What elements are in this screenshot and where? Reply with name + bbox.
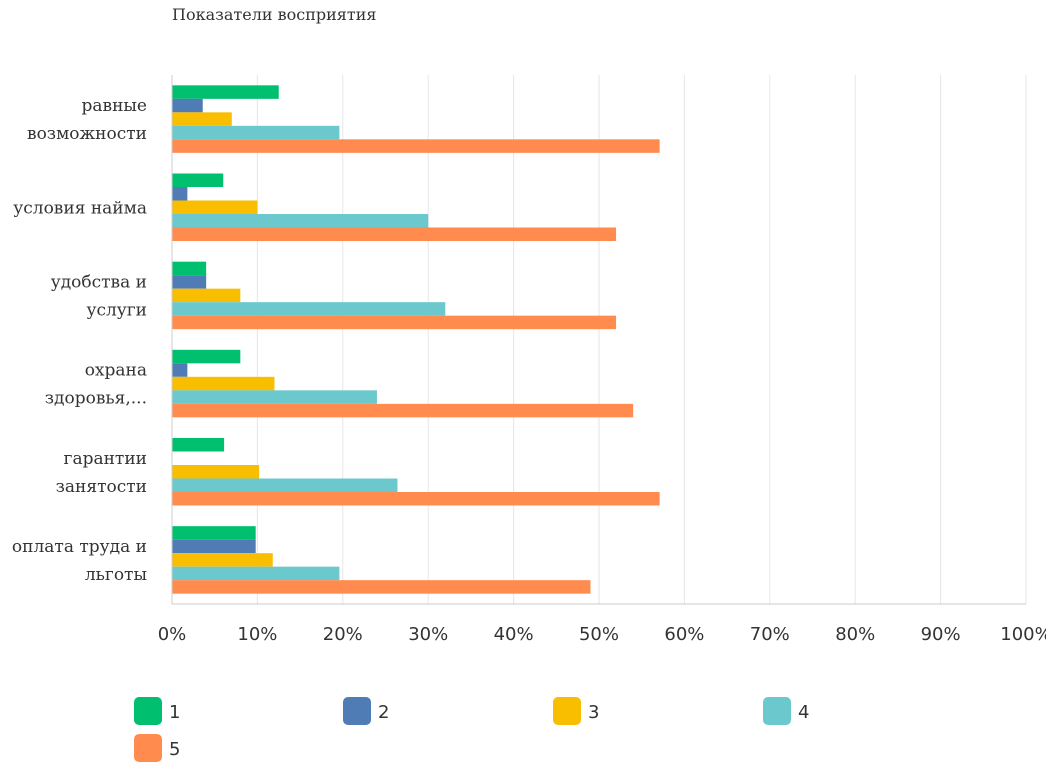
legend-swatch bbox=[343, 697, 371, 725]
legend: 1 2 3 4 5 bbox=[134, 697, 809, 762]
chart-title: Показатели восприятия bbox=[172, 5, 377, 24]
x-tick-label: 60% bbox=[664, 624, 704, 645]
category-label: занятости bbox=[56, 477, 147, 497]
bar-series-1 bbox=[172, 438, 225, 452]
x-tick-label: 20% bbox=[323, 624, 363, 645]
bar-series-3 bbox=[172, 200, 258, 214]
bar-series-3 bbox=[172, 112, 232, 126]
bar-series-2 bbox=[172, 187, 188, 201]
x-tick-labels: 0% 10% 20% 30% 40% 50% 60% 70% 80% 90% 100% bbox=[158, 624, 1046, 645]
legend-swatch bbox=[134, 734, 162, 762]
bar-series-1 bbox=[172, 349, 241, 364]
bar-series-1 bbox=[172, 173, 224, 187]
bar-series-5 bbox=[172, 580, 591, 594]
legend-swatch bbox=[763, 697, 791, 725]
gridlines bbox=[256, 75, 1027, 604]
legend-label: 3 bbox=[588, 702, 599, 723]
bar-series-3 bbox=[172, 465, 260, 479]
bar-series-3 bbox=[172, 553, 273, 567]
category-label: оплата труда и bbox=[12, 537, 147, 557]
x-tick-label: 70% bbox=[750, 624, 790, 645]
category-label: удобства и bbox=[51, 272, 147, 292]
bar-series-5 bbox=[172, 139, 660, 153]
bars bbox=[172, 85, 660, 594]
legend-label: 5 bbox=[169, 739, 180, 760]
legend-label: 1 bbox=[169, 702, 180, 723]
bar-series-5 bbox=[172, 315, 617, 330]
bar-series-4 bbox=[172, 390, 377, 404]
category-labels: равные возможности условия найма удобства и… bbox=[12, 96, 147, 585]
category-label: охрана bbox=[85, 361, 147, 381]
category-label: возможности bbox=[27, 124, 147, 144]
bar-series-2 bbox=[172, 539, 256, 554]
x-tick-label: 0% bbox=[158, 624, 187, 645]
legend-swatch bbox=[553, 697, 581, 725]
bar-series-3 bbox=[172, 288, 241, 303]
category-label: гарантии bbox=[64, 449, 147, 469]
bar-series-4 bbox=[172, 566, 340, 581]
category-label: равные bbox=[81, 96, 147, 116]
x-tick-label: 80% bbox=[835, 624, 875, 645]
bar-series-1 bbox=[172, 526, 256, 540]
category-label: условия найма bbox=[13, 198, 147, 218]
bar-series-5 bbox=[172, 403, 634, 418]
bar-series-2 bbox=[172, 363, 188, 377]
bar-series-3 bbox=[172, 376, 275, 391]
x-tick-label: 100% bbox=[1000, 624, 1046, 645]
x-tick-label: 30% bbox=[408, 624, 448, 645]
bar-series-5 bbox=[172, 227, 617, 241]
bar-series-2 bbox=[172, 275, 207, 289]
category-label: льготы bbox=[85, 565, 147, 585]
category-label: услуги bbox=[86, 300, 147, 320]
bar-series-1 bbox=[172, 85, 279, 99]
bar-series-5 bbox=[172, 492, 660, 506]
bar-series-4 bbox=[172, 125, 340, 140]
bar-series-4 bbox=[172, 302, 446, 316]
bar-series-1 bbox=[172, 261, 207, 276]
x-tick-label: 10% bbox=[237, 624, 277, 645]
x-tick-label: 50% bbox=[579, 624, 619, 645]
category-label: здоровья,... bbox=[45, 389, 147, 409]
bar-series-2 bbox=[172, 98, 203, 113]
bar-series-4 bbox=[172, 214, 429, 228]
legend-label: 4 bbox=[798, 702, 809, 723]
legend-swatch bbox=[134, 697, 162, 725]
x-tick-label: 40% bbox=[494, 624, 534, 645]
axes bbox=[171, 75, 1026, 605]
bar-series-4 bbox=[172, 478, 398, 492]
legend-label: 2 bbox=[378, 702, 389, 723]
x-tick-label: 90% bbox=[921, 624, 961, 645]
